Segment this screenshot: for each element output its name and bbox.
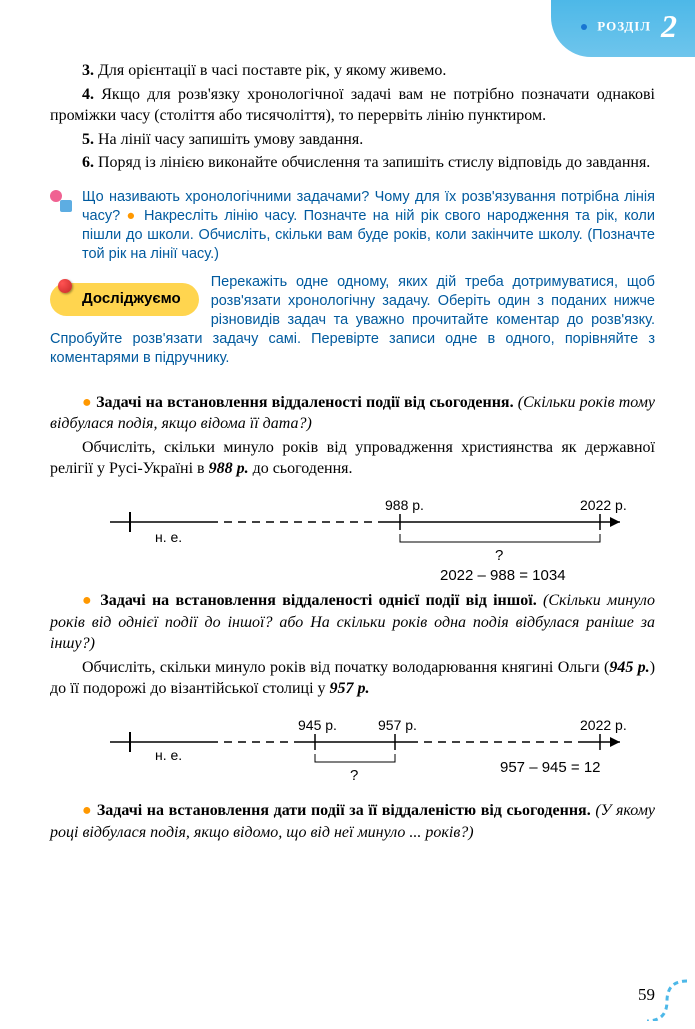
para-text: Якщо для розв'язку хронологічної задачі … <box>50 86 655 125</box>
tl1-question: ? <box>495 547 503 564</box>
era-label-2: н. е. <box>155 747 182 763</box>
tl2-calc: 957 – 945 = 12 <box>500 759 601 776</box>
bullet-icon: ● <box>82 592 100 609</box>
tl1-label2: 2022 р. <box>580 497 627 513</box>
info-block: Що називають хронологічними задачами? Чо… <box>50 188 655 263</box>
tl1-calc: 2022 – 988 = 1034 <box>440 567 566 582</box>
tl2-label1: 945 р. <box>298 717 337 733</box>
task1-year: 988 р. <box>209 460 249 477</box>
research-label: Досліджуємо <box>82 290 181 307</box>
task2-year2: 957 р. <box>330 680 370 697</box>
para-text: На лінії часу запишіть умову завдання. <box>98 131 363 148</box>
page: РОЗДІЛ 2 3. Для орієнтації в часі постав… <box>0 0 695 1029</box>
timeline-1: н. е. 988 р. 2022 р. ? 2022 – 988 = 1034 <box>100 492 625 582</box>
paragraph-6: 6. Поряд із лінією виконайте обчислення … <box>50 152 655 174</box>
main-content: 3. Для орієнтації в часі поставте рік, у… <box>50 60 655 843</box>
bullet-icon: ● <box>82 394 96 411</box>
bullet-icon: ● <box>82 802 97 819</box>
section-label: РОЗДІЛ <box>597 19 651 34</box>
era-label: н. е. <box>155 529 182 545</box>
tl1-label1: 988 р. <box>385 497 424 513</box>
header-dot-icon <box>581 24 587 30</box>
paragraph-4: 4. Якщо для розв'язку хронологічної зада… <box>50 84 655 127</box>
tl2-label3: 2022 р. <box>580 717 627 733</box>
task2-title: Задачі на встановлення віддаленості одні… <box>100 592 536 609</box>
paragraph-5: 5. На лінії часу запишіть умову завдання… <box>50 129 655 151</box>
para-num: 5. <box>82 131 94 148</box>
task2-heading: ● Задачі на встановлення віддаленості од… <box>50 590 655 655</box>
task3-heading: ● Задачі на встановлення дати події за ї… <box>50 800 655 843</box>
research-badge: Досліджуємо <box>50 283 199 315</box>
task1-heading: ● Задачі на встановлення віддаленості по… <box>50 392 655 435</box>
timeline-2: н. е. 945 р. 957 р. 2022 р. ? 957 – 945 … <box>100 712 625 792</box>
timeline-svg-1: н. е. 988 р. 2022 р. ? 2022 – 988 = 1034 <box>100 492 640 582</box>
task1-body2: до сьогодення. <box>249 460 353 477</box>
pin-icon <box>58 279 72 293</box>
timeline-svg-2: н. е. 945 р. 957 р. 2022 р. ? 957 – 945 … <box>100 712 640 792</box>
bullet-icon: ● <box>127 208 144 224</box>
task3-title: Задачі на встановлення дати події за її … <box>97 802 591 819</box>
para-text: Поряд із лінією виконайте обчислення та … <box>98 154 650 171</box>
task2-body1: Обчисліть, скільки минуло років від поча… <box>82 659 609 676</box>
para-text: Для орієнтації в часі поставте рік, у як… <box>98 62 446 79</box>
task2-body: Обчисліть, скільки минуло років від поча… <box>50 657 655 700</box>
para-num: 6. <box>82 154 94 171</box>
corner-decoration-icon <box>627 961 687 1021</box>
para-num: 4. <box>82 86 94 103</box>
section-badge: РОЗДІЛ 2 <box>551 0 695 57</box>
tl2-label2: 957 р. <box>378 717 417 733</box>
task2-year: 945 р. <box>609 659 649 676</box>
paragraph-3: 3. Для орієнтації в часі поставте рік, у… <box>50 60 655 82</box>
para-num: 3. <box>82 62 94 79</box>
research-row: Досліджуємо Перекажіть одне одному, яких… <box>50 273 655 379</box>
info-text-2: Накресліть лінію часу. Позначте на ній р… <box>82 208 655 262</box>
task1-title: Задачі на встановлення віддаленості поді… <box>96 394 514 411</box>
tl2-question: ? <box>350 767 358 784</box>
section-number: 2 <box>661 8 677 44</box>
task1-body: Обчисліть, скільки минуло років від упро… <box>50 437 655 480</box>
people-icon <box>50 190 74 214</box>
